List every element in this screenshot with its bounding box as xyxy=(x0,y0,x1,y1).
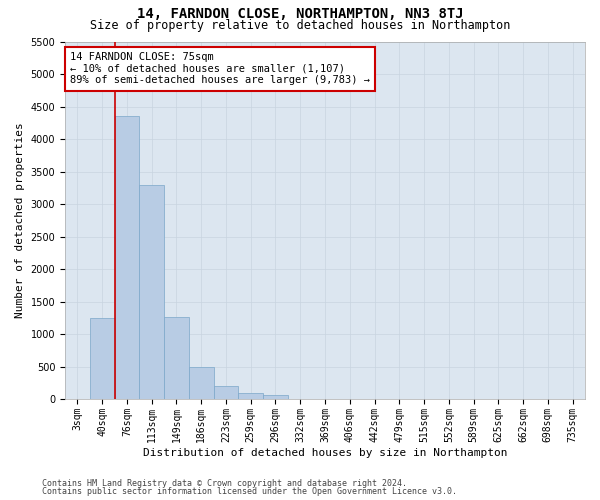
Bar xyxy=(263,394,288,399)
X-axis label: Distribution of detached houses by size in Northampton: Distribution of detached houses by size … xyxy=(143,448,507,458)
Text: Contains public sector information licensed under the Open Government Licence v3: Contains public sector information licen… xyxy=(42,487,457,496)
Text: 14, FARNDON CLOSE, NORTHAMPTON, NN3 8TJ: 14, FARNDON CLOSE, NORTHAMPTON, NN3 8TJ xyxy=(137,8,463,22)
Bar xyxy=(90,318,115,399)
Bar xyxy=(115,116,139,399)
Y-axis label: Number of detached properties: Number of detached properties xyxy=(15,122,25,318)
Bar xyxy=(238,392,263,399)
Bar xyxy=(164,317,189,399)
Bar xyxy=(189,367,214,399)
Text: Contains HM Land Registry data © Crown copyright and database right 2024.: Contains HM Land Registry data © Crown c… xyxy=(42,478,407,488)
Text: Size of property relative to detached houses in Northampton: Size of property relative to detached ho… xyxy=(90,18,510,32)
Bar xyxy=(214,386,238,399)
Bar xyxy=(139,184,164,399)
Text: 14 FARNDON CLOSE: 75sqm
← 10% of detached houses are smaller (1,107)
89% of semi: 14 FARNDON CLOSE: 75sqm ← 10% of detache… xyxy=(70,52,370,86)
